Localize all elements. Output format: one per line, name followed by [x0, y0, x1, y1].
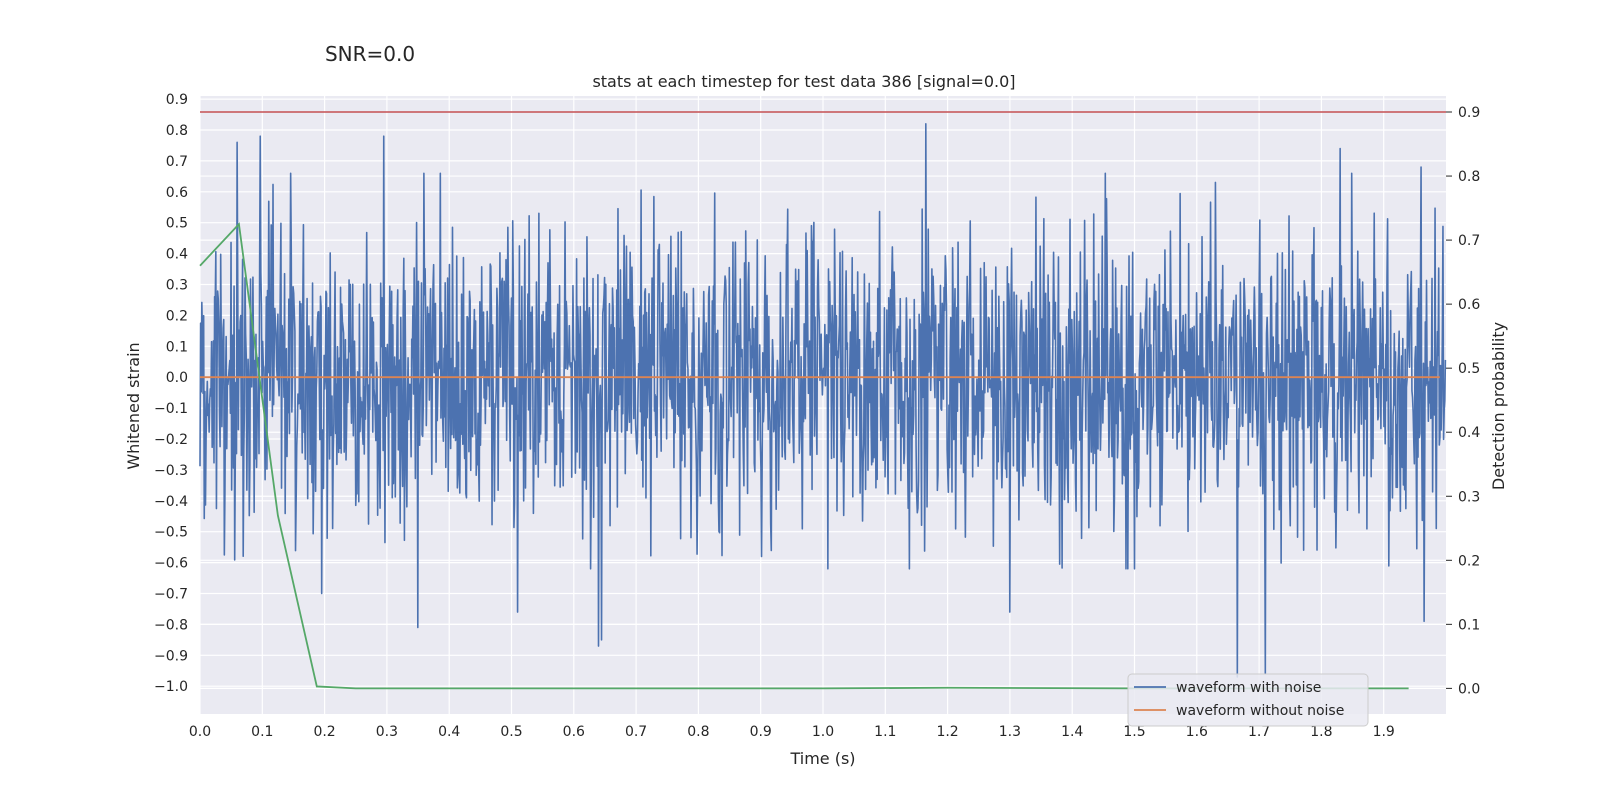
y-tick-label: −1.0 — [154, 679, 188, 695]
y-tick-label: 0.4 — [166, 247, 188, 263]
x-tick-label: 1.6 — [1186, 724, 1208, 740]
y2-tick-label: 0.7 — [1458, 233, 1480, 249]
x-tick-label: 1.7 — [1248, 724, 1270, 740]
y-tick-label: 0.6 — [166, 185, 188, 201]
series-waveform-with-noise — [199, 123, 1447, 678]
x-tick-label: 1.5 — [1123, 724, 1145, 740]
x-tick-label: 0.5 — [500, 724, 522, 740]
y-tick-label: −0.4 — [154, 494, 188, 510]
y2-tick-label: 0.1 — [1458, 617, 1480, 633]
x-tick-label: 0.3 — [376, 724, 398, 740]
x-tick-label: 1.9 — [1373, 724, 1395, 740]
y-tick-label: −0.3 — [154, 463, 188, 479]
y-tick-label: −0.1 — [154, 401, 188, 417]
y2-tick-label: 0.5 — [1458, 361, 1480, 377]
y2-tick-label: 0.4 — [1458, 425, 1480, 441]
x-tick-label: 0.0 — [189, 724, 211, 740]
y2-tick-label: 0.8 — [1458, 169, 1480, 185]
x-tick-label: 0.9 — [750, 724, 772, 740]
y-tick-label: −0.6 — [154, 556, 188, 572]
suptitle: SNR=0.0 — [325, 42, 415, 66]
y-tick-label: −0.7 — [154, 586, 188, 602]
chart-title: stats at each timestep for test data 386… — [592, 72, 1015, 91]
tick-labels: 0.0 0.1 0.2 0.3 0.4 0.5 0.6 0.7 0.8 0.9 1.0 1.1 1.2 1… — [154, 92, 1480, 740]
x-tick-label: 1.2 — [936, 724, 958, 740]
legend-entry-noise: waveform with noise — [1176, 680, 1321, 696]
y2-tick-label: 0.6 — [1458, 297, 1480, 313]
series-layer — [199, 111, 1447, 690]
y2-tick-label: 0.0 — [1458, 681, 1480, 697]
x-tick-label: 0.8 — [687, 724, 709, 740]
x-axis-label: Time (s) — [789, 749, 855, 768]
x-tick-label: 0.7 — [625, 724, 647, 740]
y-tick-label: −0.8 — [154, 617, 188, 633]
x-tick-label: 1.1 — [874, 724, 896, 740]
legend: waveform with noise waveform without noi… — [1127, 673, 1369, 727]
y-tick-label: 0.9 — [166, 92, 188, 108]
series-detection-probability — [199, 222, 1409, 690]
x-tick-label: 1.0 — [812, 724, 834, 740]
x-tick-label: 0.1 — [251, 724, 273, 740]
y2-tick-label: 0.3 — [1458, 489, 1480, 505]
x-tick-label: 0.6 — [563, 724, 585, 740]
y-tick-label: 0.2 — [166, 308, 188, 324]
x-tick-label: 1.8 — [1310, 724, 1332, 740]
x-tick-label: 1.4 — [1061, 724, 1083, 740]
y-tick-label: 0.5 — [166, 216, 188, 232]
x-tick-label: 0.4 — [438, 724, 460, 740]
y-axis-label: Whitened strain — [124, 342, 143, 469]
y-tick-label: 0.8 — [166, 123, 188, 139]
y-tick-label: −0.5 — [154, 525, 188, 541]
legend-entry-clean: waveform without noise — [1176, 703, 1344, 719]
x-tick-label: 1.3 — [999, 724, 1021, 740]
y-tick-label: −0.9 — [154, 648, 188, 664]
y2-tick-label: 0.9 — [1458, 105, 1480, 121]
y-tick-label: 0.1 — [166, 339, 188, 355]
x-tick-label: 0.2 — [313, 724, 335, 740]
y-tick-label: 0.0 — [166, 370, 188, 386]
y-tick-label: −0.2 — [154, 432, 188, 448]
y-tick-label: 0.7 — [166, 154, 188, 170]
y-tick-label: 0.3 — [166, 277, 188, 293]
legend-box — [1127, 673, 1369, 727]
y2-axis-label: Detection probability — [1489, 322, 1508, 490]
y2-tick-label: 0.2 — [1458, 553, 1480, 569]
